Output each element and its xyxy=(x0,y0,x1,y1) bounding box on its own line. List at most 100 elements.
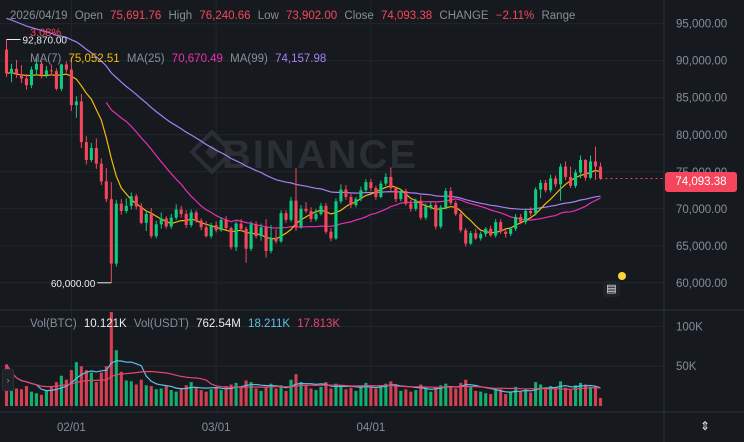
volume-bar xyxy=(369,386,373,406)
candle-body xyxy=(19,74,24,79)
candle-body xyxy=(394,188,398,200)
time-tick-label: 04/01 xyxy=(356,422,385,434)
candle-body xyxy=(319,205,323,214)
volume-bar xyxy=(54,382,58,406)
volume-bar xyxy=(49,386,53,406)
candle-body xyxy=(529,210,533,214)
volume-bar xyxy=(379,385,383,406)
volume-bar xyxy=(414,390,418,406)
volume-bar xyxy=(494,390,498,406)
volume-bar xyxy=(169,390,173,406)
candle-body xyxy=(144,213,148,223)
volume-bar xyxy=(334,383,338,406)
volume-bar xyxy=(404,389,408,406)
volume-bar xyxy=(79,366,83,406)
ma7-label: MA(7) xyxy=(30,53,62,65)
open-label: Open xyxy=(74,10,103,22)
price-tick-label: 95,000.00 xyxy=(676,19,727,31)
candle-body xyxy=(104,181,108,200)
volume-bar xyxy=(314,390,318,406)
candle-body xyxy=(84,142,88,160)
candle-body xyxy=(289,200,293,220)
volume-bar xyxy=(474,390,478,406)
volume-bar xyxy=(324,382,328,406)
candle-body xyxy=(209,225,213,237)
candle-body xyxy=(399,191,403,200)
candle-body xyxy=(239,223,243,229)
volume-bar xyxy=(354,390,358,406)
volume-bar xyxy=(299,382,303,406)
candle-body xyxy=(184,213,188,226)
volume-bar xyxy=(209,389,213,406)
volume-ma1-line xyxy=(5,360,601,393)
moving-average-lines xyxy=(6,17,601,240)
volume-bar xyxy=(129,381,133,406)
volume-bar xyxy=(139,379,143,406)
notification-dot-icon xyxy=(618,272,626,280)
candle-body xyxy=(564,166,568,177)
volume-bar xyxy=(573,385,578,406)
ma-legend: MA(7) 75,052.51 MA(25) 70,670.49 MA(99) … xyxy=(30,53,330,65)
candle-body xyxy=(588,161,593,178)
candle-body xyxy=(154,224,158,237)
volume-bar xyxy=(114,350,118,406)
candle-body xyxy=(369,182,373,189)
volume-bar xyxy=(34,393,38,406)
change-value: −2.11% xyxy=(495,10,535,22)
volume-bar xyxy=(524,389,528,406)
ma25-label: MA(25) xyxy=(126,53,165,65)
volume-tick-label: 100K xyxy=(676,321,703,333)
candle-body xyxy=(504,231,508,234)
volume-bar xyxy=(399,390,403,406)
volume-bar xyxy=(239,386,243,406)
low-value: 73,902.00 xyxy=(286,10,338,22)
candle-body xyxy=(304,208,308,211)
notes-icon[interactable]: ▤ xyxy=(603,281,620,297)
candle-body xyxy=(379,183,383,197)
candle-body xyxy=(454,202,458,214)
low-label: Low xyxy=(257,10,279,22)
high-marker-label: 92,870.00 xyxy=(22,35,67,46)
candle-body xyxy=(334,201,338,239)
candle-body xyxy=(519,216,523,223)
volume-bar xyxy=(514,386,518,406)
volume-bar xyxy=(374,388,378,406)
candle-body xyxy=(314,213,318,220)
candle-body xyxy=(434,205,438,227)
volume-bar xyxy=(519,391,523,406)
volume-bar xyxy=(544,389,548,406)
volume-legend: Vol(BTC) 10.121K Vol(USDT) 762.54M 18.21… xyxy=(30,318,344,330)
candle-body xyxy=(474,233,478,239)
volume-bar xyxy=(559,381,563,406)
candle-body xyxy=(174,209,178,218)
candle-body xyxy=(389,176,393,189)
candle-body xyxy=(444,191,448,208)
candle-body xyxy=(264,227,268,251)
time-tick-label: 03/01 xyxy=(202,422,231,434)
candle-body xyxy=(593,161,598,167)
candle-body xyxy=(199,220,203,228)
candle-body xyxy=(384,176,388,184)
candle-body xyxy=(194,212,198,221)
volume-bar xyxy=(554,388,558,406)
auto-scale-icon[interactable]: ⇕ xyxy=(699,419,711,433)
volume-bar xyxy=(19,389,24,406)
volume-bar xyxy=(84,370,88,406)
volume-bar xyxy=(329,388,333,406)
volume-bar xyxy=(249,382,253,406)
volume-bar xyxy=(593,386,598,406)
volume-bar xyxy=(504,394,508,406)
candle-body xyxy=(259,227,263,237)
volume-bar xyxy=(174,391,178,406)
volume-bar xyxy=(284,390,288,406)
candle-body xyxy=(219,219,223,231)
volume-bar xyxy=(484,393,488,406)
volume-bar xyxy=(159,388,163,406)
candle-body xyxy=(139,206,143,223)
candle-body xyxy=(404,191,408,204)
expand-panel-arrow-icon[interactable]: › xyxy=(2,369,14,391)
candle-body xyxy=(134,196,138,207)
volume-bar xyxy=(274,388,278,406)
candle-body xyxy=(489,228,493,236)
